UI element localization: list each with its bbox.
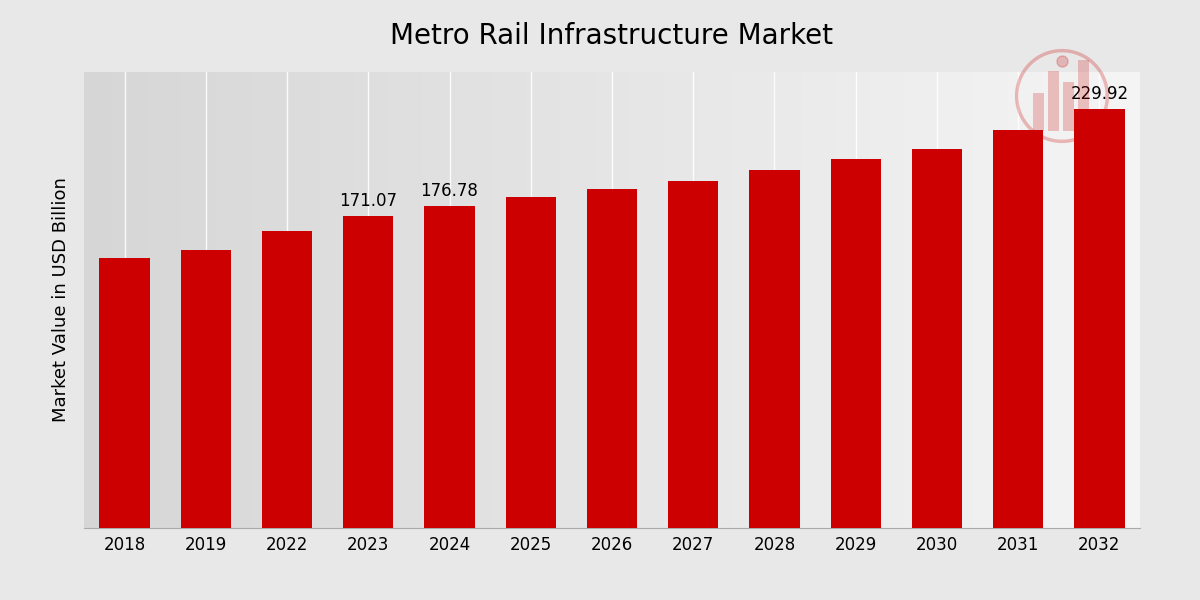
Y-axis label: Market Value in USD Billion: Market Value in USD Billion: [52, 178, 70, 422]
Bar: [587, 189, 637, 528]
Bar: [668, 181, 719, 528]
Bar: [1074, 109, 1124, 528]
Bar: [749, 170, 799, 528]
Title: Metro Rail Infrastructure Market: Metro Rail Infrastructure Market: [390, 22, 834, 50]
Bar: [100, 258, 150, 528]
Bar: [830, 158, 881, 528]
Bar: [505, 197, 556, 528]
Bar: [992, 130, 1043, 528]
Bar: [912, 149, 962, 528]
Text: 176.78: 176.78: [421, 182, 479, 200]
Bar: [343, 216, 394, 528]
Text: 171.07: 171.07: [340, 193, 397, 211]
Bar: [1079, 61, 1090, 131]
Bar: [1033, 93, 1044, 131]
Bar: [1048, 71, 1058, 131]
Bar: [425, 206, 475, 528]
Bar: [181, 250, 232, 528]
Text: 229.92: 229.92: [1070, 85, 1128, 103]
Bar: [1063, 82, 1074, 131]
Bar: [262, 230, 312, 528]
